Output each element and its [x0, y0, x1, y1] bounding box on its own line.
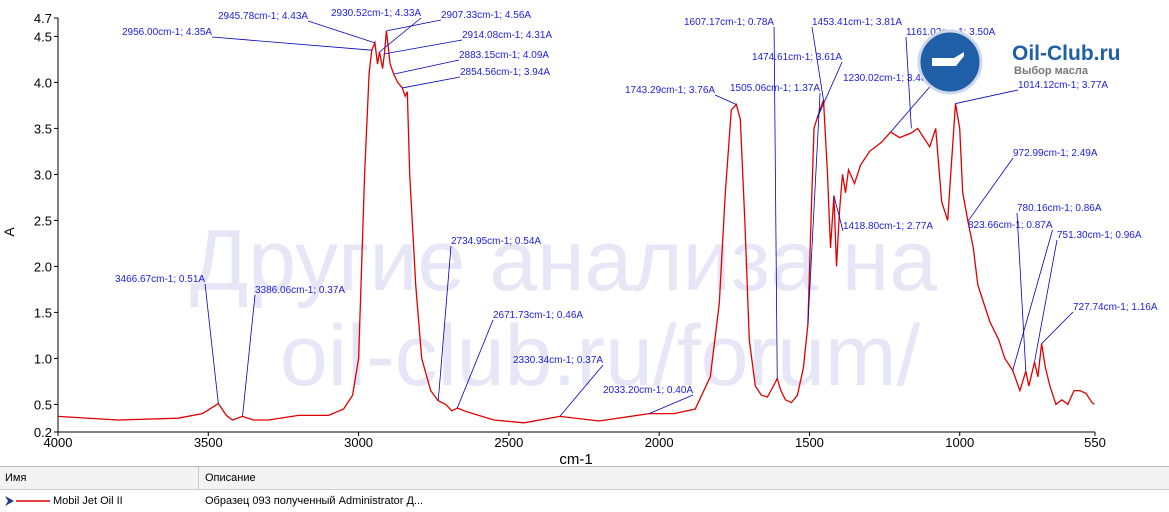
x-tick-label: 2500 [494, 435, 523, 450]
annotation-leader [242, 294, 256, 417]
x-tick-label: 1000 [945, 435, 974, 450]
logo-title: Oil-Club.ru [1012, 42, 1121, 65]
annotation-label: 3386.06cm-1; 0.37A [255, 285, 345, 296]
annotation-leader [456, 319, 494, 409]
annotation-leader [905, 36, 912, 129]
annotation-leader [714, 94, 737, 105]
annotation-label: 1474.61cm-1; 3.61A [752, 52, 842, 63]
annotation-label: 2330.34cm-1; 0.37A [513, 355, 603, 366]
x-tick-label: 4000 [44, 435, 73, 450]
annotation-leader [811, 26, 824, 100]
annotation-label: 3466.67cm-1; 0.51A [115, 274, 205, 285]
annotation-leader [393, 59, 460, 75]
y-tick-label: 0.5 [34, 397, 52, 412]
logo-icon [932, 52, 964, 66]
annotation-label: 2671.73cm-1; 0.46A [493, 310, 583, 321]
logo-subtitle: Выбор масла [1014, 65, 1089, 77]
annotation-label: 972.99cm-1; 2.49A [1013, 148, 1098, 159]
y-axis-label: A [1, 227, 17, 237]
annotation-label: 2854.56cm-1; 3.94A [460, 67, 550, 78]
annotation-leader [307, 20, 376, 44]
y-tick-label: 4.0 [34, 75, 52, 90]
annotation-label: 1505.06cm-1; 1.37A [730, 83, 820, 94]
annotation-label: 2945.78cm-1; 4.43A [218, 11, 308, 22]
annotation-label: 1418.80cm-1; 2.77A [843, 221, 933, 232]
x-tick-label: 3500 [194, 435, 223, 450]
column-header[interactable]: Описание [205, 472, 256, 484]
annotation-leader [386, 19, 442, 32]
annotation-leader [1016, 212, 1027, 372]
annotation-leader [833, 195, 844, 232]
annotation-label: 780.16cm-1; 0.86A [1017, 203, 1102, 214]
annotation-label: 2956.00cm-1; 4.35A [122, 27, 212, 38]
y-tick-label: 1.5 [34, 305, 52, 320]
chart: Другие анализа на oil-club.ru/forum/ A c… [1, 8, 1158, 466]
annotation-label: 1743.29cm-1; 3.76A [625, 85, 715, 96]
annotation-label: 823.66cm-1; 0.87A [968, 220, 1053, 231]
x-tick-label: 2000 [645, 435, 674, 450]
watermark: oil-club.ru/forum/ [280, 308, 921, 404]
annotation-leader [437, 245, 452, 401]
x-tick-label: 3000 [344, 435, 373, 450]
description: Образец 093 полученный Administrator Д..… [205, 495, 424, 507]
annotation-label: 1230.02cm-1; 3.46A [843, 73, 933, 84]
x-tick-label: 1500 [795, 435, 824, 450]
annotation-leader [649, 394, 694, 414]
annotation-label: 1453.41cm-1; 3.81A [812, 17, 902, 28]
annotation-label: 1014.12cm-1; 3.77A [1018, 80, 1108, 91]
annotation-leader [384, 39, 463, 55]
table-row[interactable]: Mobil Jet Oil II Образец 093 полученный … [0, 490, 1169, 512]
annotation-leader [890, 82, 934, 133]
annotation-label: 2033.20cm-1; 0.40A [603, 385, 693, 396]
annotation-leader [773, 26, 778, 379]
y-tick-label: 2.0 [34, 259, 52, 274]
column-header[interactable]: Имя [5, 472, 27, 484]
annotation-leader [967, 157, 1014, 222]
legend-table: Имя Описание Mobil Jet Oil II Образец 09… [0, 466, 1169, 512]
y-tick-label: 0.2 [34, 425, 52, 440]
x-axis-label: cm-1 [559, 451, 592, 466]
annotation-label: 751.30cm-1; 0.96A [1057, 230, 1142, 241]
annotation-leader [379, 17, 422, 53]
annotation-label: 727.74cm-1; 1.16A [1073, 302, 1158, 313]
annotation-label: 2930.52cm-1; 4.33A [331, 8, 421, 19]
annotation-leader [559, 364, 604, 417]
annotation-leader [1034, 239, 1058, 363]
row-icon [5, 496, 50, 506]
table-header: Имя Описание [0, 467, 1169, 490]
y-tick-label: 1.0 [34, 351, 52, 366]
y-tick-label: 4.7 [34, 11, 52, 26]
y-tick-label: 2.5 [34, 213, 52, 228]
annotation-leader [402, 76, 461, 89]
annotation-label: 2914.08cm-1; 4.31A [462, 30, 552, 41]
x-tick-label: 550 [1084, 435, 1106, 450]
annotation-label: 2907.33cm-1; 4.56A [441, 10, 531, 21]
annotation-label: 2734.95cm-1; 0.54A [451, 236, 541, 247]
y-tick-label: 4.5 [34, 29, 52, 44]
annotation-leader [1041, 311, 1074, 344]
annotation-leader [955, 89, 1019, 104]
annotation-leader [212, 36, 372, 51]
series-name: Mobil Jet Oil II [53, 495, 123, 507]
annotation-label: 1607.17cm-1; 0.78A [684, 17, 774, 28]
y-tick-label: 3.5 [34, 121, 52, 136]
y-tick-label: 3.0 [34, 167, 52, 182]
annotation-leader [807, 92, 821, 325]
annotation-label: 2883.15cm-1; 4.09A [459, 50, 549, 61]
annotation-leader [816, 61, 843, 119]
annotation-leader [204, 283, 219, 404]
annotation-leader [1012, 229, 1053, 371]
